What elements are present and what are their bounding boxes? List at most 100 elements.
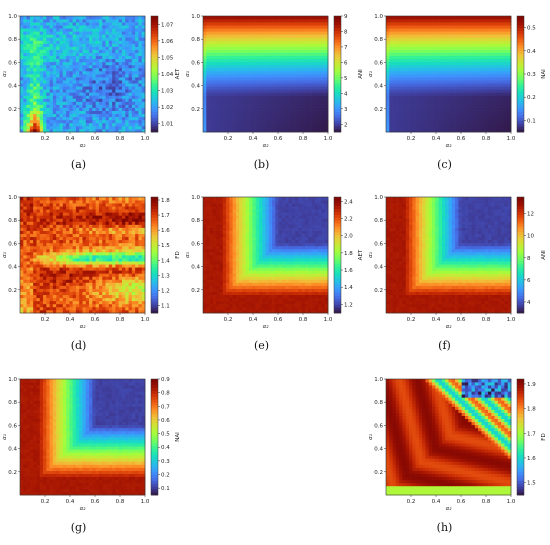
heatmap-cell [46, 128, 50, 133]
heatmap-cell [59, 291, 64, 296]
heatmap-cell [425, 107, 430, 111]
heatmap-cell [291, 104, 296, 108]
heatmap-cell [125, 52, 129, 57]
heatmap-cell [405, 64, 410, 69]
heatmap-cell [497, 113, 502, 118]
heatmap-cell [415, 119, 420, 124]
heatmap-cell [79, 107, 83, 111]
heatmap-cell [471, 80, 476, 84]
heatmap-cell [98, 31, 103, 35]
y-tick-label: 0.8 [8, 37, 17, 43]
heatmap-cell [441, 46, 446, 50]
heatmap-cell [85, 86, 90, 90]
heatmap-cell [36, 116, 41, 121]
heatmap-cell [79, 306, 83, 311]
heatmap-cell [321, 98, 326, 102]
heatmap-cell [321, 86, 326, 90]
heatmap-cell [92, 110, 97, 115]
heatmap-cell [275, 98, 280, 102]
heatmap-cell [405, 119, 410, 124]
heatmap-cell [89, 291, 93, 296]
heatmap-cell [59, 288, 64, 292]
heatmap-cell [20, 25, 24, 29]
heatmap-cell [265, 22, 270, 26]
colorbar-segment [517, 45, 524, 49]
heatmap-cell [89, 116, 93, 121]
heatmap-cell [138, 303, 143, 308]
heatmap-cell [386, 43, 390, 47]
heatmap-cell [56, 40, 60, 44]
heatmap-cell [226, 70, 230, 75]
heatmap-cell [43, 86, 47, 90]
heatmap-cell [121, 37, 126, 41]
heatmap-cell [89, 52, 93, 57]
heatmap-cell [311, 95, 316, 99]
heatmap-cell [206, 83, 210, 87]
heatmap-cell [478, 16, 482, 20]
heatmap-cell [491, 46, 495, 50]
heatmap-cell [242, 70, 247, 75]
heatmap-cell [239, 16, 243, 20]
heatmap-cell [131, 34, 136, 38]
heatmap-cell [392, 70, 397, 75]
heatmap-cell [458, 40, 463, 44]
heatmap-cell [324, 110, 329, 115]
heatmap-cell [89, 282, 93, 286]
heatmap-cell [232, 107, 237, 111]
heatmap-cell [62, 49, 67, 53]
heatmap-cell [85, 101, 90, 105]
heatmap-cell [62, 107, 67, 111]
heatmap-cell [461, 83, 466, 87]
heatmap-cell [239, 25, 243, 29]
heatmap-cell [39, 67, 44, 72]
heatmap-cell [26, 89, 31, 93]
heatmap-cell [203, 86, 207, 90]
heatmap-cell [474, 40, 479, 44]
heatmap-cell [232, 101, 237, 105]
heatmap-cell [435, 92, 439, 96]
heatmap-cell [295, 116, 299, 121]
heatmap-cell [89, 104, 93, 108]
heatmap-cell [425, 92, 430, 96]
heatmap-cell [66, 125, 70, 130]
heatmap-cell [314, 34, 319, 38]
heatmap-cell [33, 40, 37, 44]
heatmap-cell [481, 77, 486, 81]
heatmap-cell [291, 46, 296, 50]
heatmap-cell [26, 104, 31, 108]
heatmap-cell [389, 107, 393, 111]
heatmap-cell [33, 77, 37, 81]
heatmap-cell [491, 16, 495, 20]
heatmap-cell [219, 104, 224, 108]
heatmap-cell [268, 58, 273, 63]
heatmap-cell [203, 16, 207, 20]
heatmap-cell [232, 98, 237, 102]
heatmap-cell [66, 52, 70, 57]
heatmap-cell [242, 119, 247, 124]
heatmap-cell [445, 43, 449, 47]
heatmap-cell [484, 77, 489, 81]
heatmap-cell [409, 55, 413, 60]
heatmap-cell [23, 74, 27, 78]
heatmap-cell [135, 28, 139, 32]
y-tick-label: 1.0 [374, 14, 383, 20]
heatmap-cell [232, 61, 237, 66]
heatmap-cell [275, 74, 280, 78]
heatmap-cell [128, 113, 133, 118]
heatmap-cell [461, 61, 466, 66]
heatmap-cell [252, 101, 256, 105]
heatmap-cell [425, 77, 430, 81]
heatmap-cell [432, 58, 436, 63]
heatmap-cell [226, 37, 230, 41]
heatmap-cell [52, 107, 57, 111]
colorbar-tick-label: 3 [344, 107, 348, 113]
heatmap-cell [494, 25, 499, 29]
heatmap-cell [69, 300, 73, 305]
heatmap-cell [138, 297, 143, 302]
heatmap-cell [229, 49, 233, 53]
heatmap-cell [75, 22, 80, 26]
heatmap-cell [82, 92, 87, 96]
heatmap-cell [441, 125, 446, 130]
heatmap-cell [298, 40, 303, 44]
heatmap-cell [75, 128, 80, 133]
